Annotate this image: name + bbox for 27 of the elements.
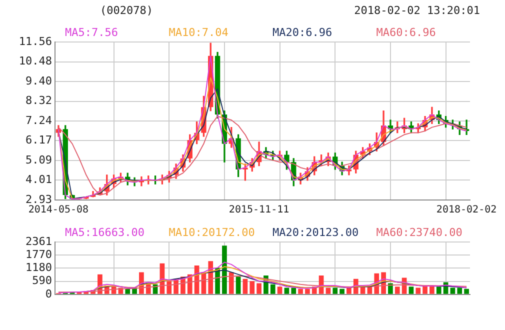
y-tick-label: 6.17 xyxy=(26,134,52,147)
y-tick-label: 1180 xyxy=(26,261,52,274)
y-tick-label: 1770 xyxy=(26,248,52,261)
y-tick-label: 5.09 xyxy=(26,153,52,166)
y-tick-label: 8.32 xyxy=(26,94,52,108)
text: MA20:20123.00 xyxy=(272,226,359,239)
x-tick-label: 2018-02-02 xyxy=(436,204,497,216)
y-tick-label: 10.48 xyxy=(18,54,52,68)
y-tick-label: 2361 xyxy=(26,234,52,248)
text: MA5:7.56 xyxy=(65,26,118,39)
y-tick-label: 2.93 xyxy=(26,192,52,206)
y-tick-label: 0 xyxy=(45,287,52,300)
y-tick-label: 7.24 xyxy=(26,114,52,127)
x-tick-label: 2015-11-11 xyxy=(228,204,290,216)
y-tick-label: 590 xyxy=(32,274,52,288)
x-tick-label: 2014-05-08 xyxy=(28,204,89,216)
text: MA5:16663.00 xyxy=(65,226,144,239)
text: MA60:23740.00 xyxy=(376,226,462,239)
y-tick-label: 4.01 xyxy=(26,173,52,186)
chart-title: (002078) xyxy=(100,4,153,17)
text: MA60:6.96 xyxy=(376,26,436,39)
text: MA10:7.04 xyxy=(168,26,229,39)
text: MA10:20172.00 xyxy=(168,226,255,239)
y-tick-label: 9.40 xyxy=(26,74,52,88)
y-tick-label: 11.56 xyxy=(18,34,52,48)
text: 2018-02-02 13:20:01 xyxy=(354,4,480,17)
text: MA20:6.96 xyxy=(272,26,332,39)
